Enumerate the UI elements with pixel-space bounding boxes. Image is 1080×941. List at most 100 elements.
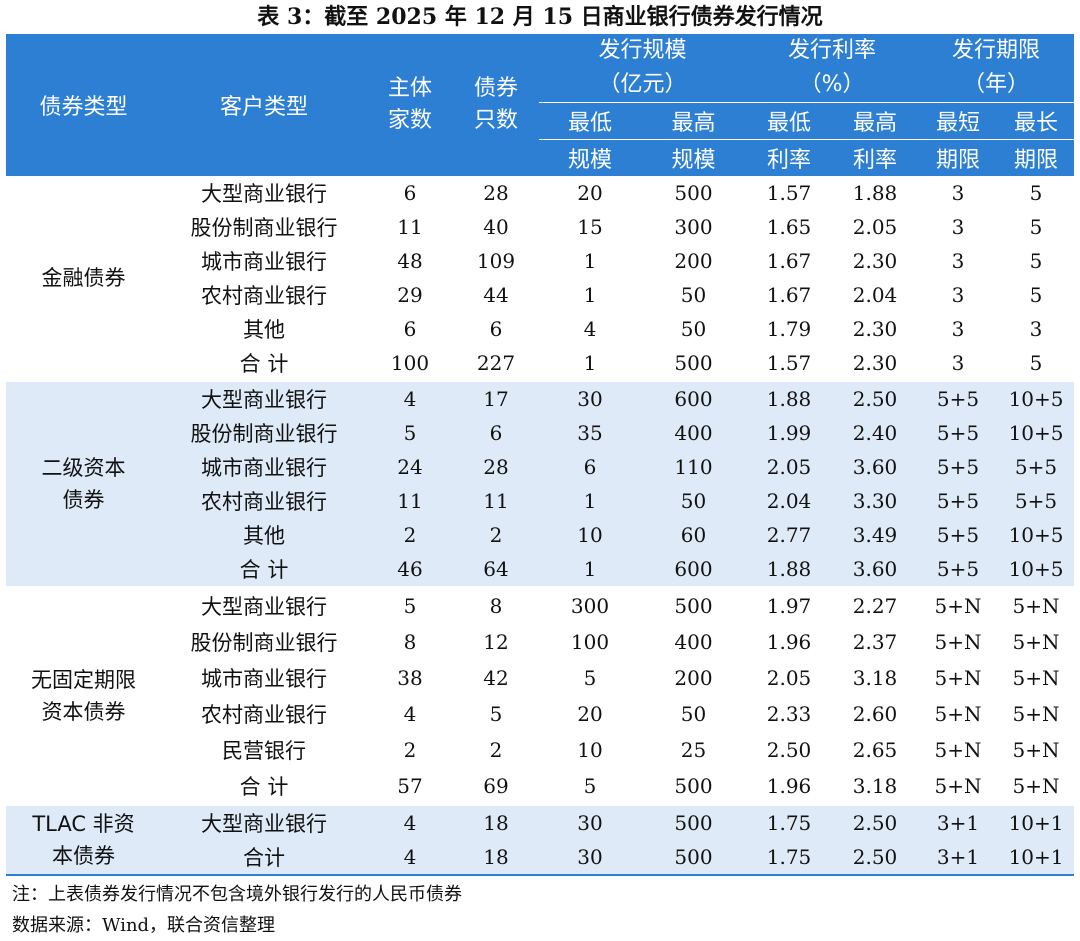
- value-cell: 1: [539, 244, 641, 278]
- table-row: 股份制商业银行 11 40 15 300 1.65 2.05 3 5: [6, 210, 1075, 244]
- value-cell: 1.79: [746, 312, 833, 346]
- value-cell: 3: [998, 312, 1075, 346]
- value-cell: 3: [918, 278, 999, 312]
- table-row: 二级资本 债券 大型商业银行 4 17 30 600 1.88 2.50 5+5 10+5: [6, 381, 1075, 587]
- table-row: 城市商业银行 48 109 1 200 1.67 2.30 3 5: [6, 244, 1075, 278]
- value-cell: 1: [539, 484, 641, 518]
- value-cell: 1.67: [746, 278, 833, 312]
- value-cell: 5+N: [918, 624, 999, 660]
- bond-type-cell: 无固定期限 资本债券: [6, 587, 161, 805]
- customer-type-cell: 其他: [161, 518, 367, 552]
- value-cell: 30: [539, 840, 641, 874]
- value-cell: 400: [641, 416, 747, 450]
- value-cell: 2.05: [832, 210, 919, 244]
- header-scale-group: 发行规模 （亿元）: [539, 34, 747, 103]
- customer-type-cell: 农村商业银行: [161, 696, 367, 732]
- value-cell: 5+N: [918, 768, 999, 805]
- value-cell: 1.96: [746, 768, 833, 805]
- value-cell: 4: [367, 381, 453, 416]
- value-cell: 5: [998, 176, 1075, 210]
- header-term-group: 发行期限 （年）: [918, 34, 1075, 103]
- table-row: 合 计 46 64 1 600 1.88 3.60 5+5 10+5: [6, 552, 1075, 587]
- bond-type-cell: 金融债券: [6, 176, 161, 381]
- value-cell: 3: [918, 176, 999, 210]
- bond-issuance-table: 债券类型 客户类型 主体 家数 债券 只数 发行规模 （亿元） 发行利率 （%）…: [6, 34, 1075, 874]
- value-cell: 5: [539, 768, 641, 805]
- group-2: 二级资本 债券 大型商业银行 4 17 30 600 1.88 2.50 5+5 10+5 股份制商…: [6, 381, 1075, 587]
- value-cell: 1: [539, 278, 641, 312]
- value-cell: 24: [367, 450, 453, 484]
- header-sub2: 期限: [998, 139, 1075, 176]
- value-cell: 28: [453, 450, 539, 484]
- value-cell: 2.30: [832, 312, 919, 346]
- value-cell: 4: [367, 805, 453, 840]
- header-bond-type: 债券类型: [6, 34, 161, 176]
- value-cell: 5+5: [998, 484, 1075, 518]
- table-row: 农村商业银行 4 5 20 50 2.33 2.60 5+N 5+N: [6, 696, 1075, 732]
- value-cell: 64: [453, 552, 539, 587]
- value-cell: 2: [453, 732, 539, 768]
- value-cell: 1.96: [746, 624, 833, 660]
- value-cell: 5: [998, 346, 1075, 381]
- value-cell: 1.75: [746, 840, 833, 874]
- value-cell: 1.75: [746, 805, 833, 840]
- value-cell: 12: [453, 624, 539, 660]
- value-cell: 10: [539, 732, 641, 768]
- customer-type-cell: 合 计: [161, 346, 367, 381]
- value-cell: 5+5: [998, 450, 1075, 484]
- value-cell: 1.67: [746, 244, 833, 278]
- header-customer-type: 客户类型: [161, 34, 367, 176]
- value-cell: 600: [641, 381, 747, 416]
- value-cell: 2.60: [832, 696, 919, 732]
- customer-type-cell: 合计: [161, 840, 367, 874]
- value-cell: 20: [539, 176, 641, 210]
- header-rate-group: 发行利率 （%）: [746, 34, 919, 103]
- customer-type-cell: 大型商业银行: [161, 381, 367, 416]
- customer-type-cell: 民营银行: [161, 732, 367, 768]
- value-cell: 5+N: [998, 624, 1075, 660]
- header-sub1: 最低: [746, 102, 833, 140]
- value-cell: 100: [539, 624, 641, 660]
- table-row: TLAC 非资 本债券 大型商业银行 4 18 30 500 1.75 2.50 3+1 10+1: [6, 805, 1075, 874]
- value-cell: 227: [453, 346, 539, 381]
- table-row: 城市商业银行 24 28 6 110 2.05 3.60 5+5 5+5: [6, 450, 1075, 484]
- value-cell: 500: [641, 805, 747, 840]
- value-cell: 1.88: [746, 381, 833, 416]
- value-cell: 100: [367, 346, 453, 381]
- customer-type-cell: 其他: [161, 312, 367, 346]
- value-cell: 50: [641, 312, 747, 346]
- value-cell: 1.65: [746, 210, 833, 244]
- value-cell: 110: [641, 450, 747, 484]
- value-cell: 11: [367, 210, 453, 244]
- value-cell: 600: [641, 552, 747, 587]
- value-cell: 5+5: [918, 484, 999, 518]
- value-cell: 4: [367, 696, 453, 732]
- value-cell: 3.60: [832, 450, 919, 484]
- table-row: 金融债券 大型商业银行 6 28 20 500 1.57 1.88 3 5: [6, 176, 1075, 381]
- value-cell: 30: [539, 381, 641, 416]
- value-cell: 5+N: [998, 768, 1075, 805]
- value-cell: 5+N: [918, 660, 999, 696]
- table-row: 合计 4 18 30 500 1.75 2.50 3+1 10+1: [6, 840, 1075, 874]
- customer-type-cell: 大型商业银行: [161, 805, 367, 840]
- customer-type-cell: 城市商业银行: [161, 660, 367, 696]
- value-cell: 2.50: [746, 732, 833, 768]
- value-cell: 2.40: [832, 416, 919, 450]
- value-cell: 3+1: [918, 805, 999, 840]
- customer-type-cell: 农村商业银行: [161, 484, 367, 518]
- value-cell: 2: [367, 518, 453, 552]
- value-cell: 1: [539, 346, 641, 381]
- value-cell: 500: [641, 768, 747, 805]
- value-cell: 500: [641, 840, 747, 874]
- value-cell: 6: [453, 312, 539, 346]
- value-cell: 5: [998, 278, 1075, 312]
- value-cell: 18: [453, 840, 539, 874]
- value-cell: 300: [539, 587, 641, 624]
- data-source-note: 数据来源：Wind，联合资信整理: [12, 915, 276, 936]
- value-cell: 3: [918, 312, 999, 346]
- table-row: 农村商业银行 11 11 1 50 2.04 3.30 5+5 5+5: [6, 484, 1075, 518]
- customer-type-cell: 城市商业银行: [161, 244, 367, 278]
- header-sub1: 最高: [832, 102, 919, 140]
- customer-type-cell: 城市商业银行: [161, 450, 367, 484]
- value-cell: 1.57: [746, 346, 833, 381]
